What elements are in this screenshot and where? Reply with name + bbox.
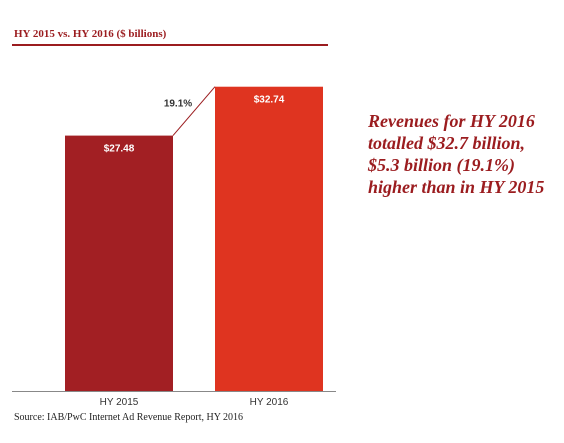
bar-value-label: $32.74 — [254, 95, 285, 106]
x-tick-label: HY 2016 — [250, 397, 289, 408]
source-note: Source: IAB/PwC Internet Ad Revenue Repo… — [14, 412, 244, 423]
revenue-callout: Revenues for HY 2016 totalled $32.7 bill… — [368, 111, 545, 197]
growth-connector-line — [172, 86, 216, 136]
growth-label: 19.1% — [164, 99, 192, 110]
bar-hy-2015 — [65, 135, 173, 391]
bar-hy-2016 — [215, 86, 323, 392]
chart-title: HY 2015 vs. HY 2016 ($ billions) — [14, 28, 167, 40]
x-tick-label: HY 2015 — [100, 397, 139, 408]
title-divider — [12, 44, 328, 46]
bar-value-label: $27.48 — [104, 144, 135, 155]
